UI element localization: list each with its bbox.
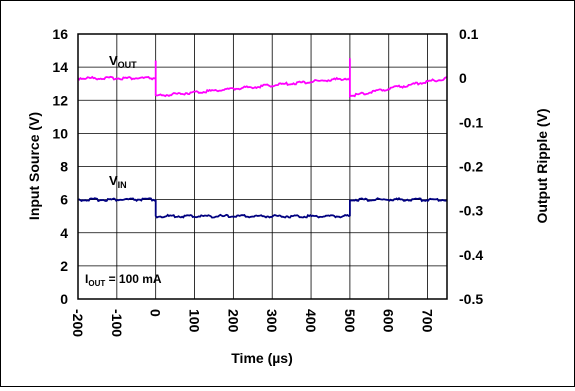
iout-label-rest: = 100 mA [105, 272, 162, 286]
x-tick-label: 500 [342, 309, 358, 333]
y-left-tick-label: 6 [60, 192, 68, 208]
y-right-tick-label: -0.1 [459, 114, 483, 130]
x-tick-label: 200 [225, 309, 241, 333]
x-axis-ticks: -200 -100 0 100 200 300 400 500 600 700 [70, 309, 436, 337]
iout-label-main: I [85, 272, 88, 286]
y-right-tick-label: -0.5 [459, 291, 483, 307]
vin-label-sub: IN [118, 180, 127, 190]
vin-label: VIN [109, 173, 127, 190]
x-tick-label: 700 [420, 309, 436, 333]
y-left-tick-label: 16 [52, 26, 68, 42]
vin-label-main: V [109, 173, 118, 188]
x-tick-label: 300 [264, 309, 280, 333]
iout-label-sub: OUT [88, 279, 105, 288]
y-left-tick-label: 8 [60, 159, 68, 175]
left-axis-ticks: 0 2 4 6 8 10 12 14 16 [52, 26, 68, 307]
y-left-tick-label: 14 [52, 59, 68, 75]
series-group [77, 58, 448, 219]
vout-label-main: V [109, 53, 118, 68]
y-right-axis-label: Output Ripple (V) [534, 108, 550, 223]
y-right-tick-label: 0 [459, 70, 467, 86]
x-tick-label: 600 [381, 309, 397, 333]
series-line-vout [77, 58, 448, 98]
x-tick-label: -100 [109, 309, 125, 337]
y-left-tick-label: 2 [60, 258, 68, 274]
y-left-tick-label: 0 [60, 291, 68, 307]
x-tick-label: 100 [187, 309, 203, 333]
x-tick-label: -200 [70, 309, 86, 337]
series-line-vin [77, 197, 448, 219]
y-right-tick-label: -0.4 [459, 247, 483, 263]
x-axis-label: Time (µs) [231, 350, 293, 366]
vout-label-sub: OUT [118, 60, 138, 70]
vout-label: VOUT [109, 53, 137, 70]
y-left-axis-label: Input Source (V) [26, 112, 42, 220]
y-right-tick-label: -0.2 [459, 159, 483, 175]
y-left-tick-label: 4 [60, 225, 68, 241]
y-right-tick-label: -0.3 [459, 203, 483, 219]
y-right-tick-label: 0.1 [459, 26, 479, 42]
plot-border [77, 33, 448, 300]
iout-label: IOUT = 100 mA [85, 272, 162, 288]
y-left-tick-label: 12 [52, 92, 68, 108]
y-left-tick-label: 10 [52, 125, 68, 141]
x-tick-label: 0 [148, 309, 164, 317]
x-tick-label: 400 [303, 309, 319, 333]
right-axis-ticks: 0.1 0 -0.1 -0.2 -0.3 -0.4 -0.5 [459, 26, 483, 307]
